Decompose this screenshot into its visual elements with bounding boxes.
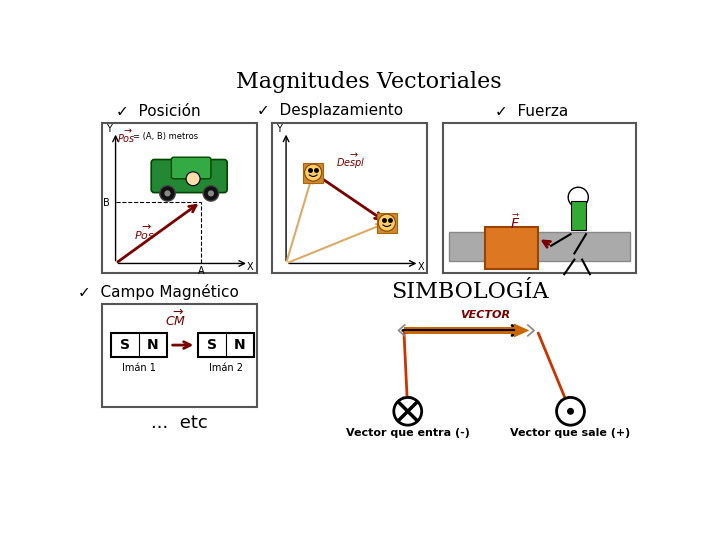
FancyBboxPatch shape (171, 157, 211, 179)
Text: X: X (418, 262, 424, 272)
Text: A: A (197, 266, 204, 276)
Bar (102, 303, 256, 408)
Bar (272, 123, 427, 273)
Text: ...  etc: ... etc (150, 414, 207, 432)
Text: SIMBOLOGÍA: SIMBOLOGÍA (391, 281, 549, 303)
Text: N: N (147, 338, 158, 352)
FancyBboxPatch shape (151, 159, 228, 193)
Text: ✓  Desplazamiento: ✓ Desplazamiento (257, 104, 403, 118)
Text: Vector que entra (-): Vector que entra (-) (346, 428, 469, 438)
Text: N: N (234, 338, 246, 352)
Bar (570, 201, 586, 231)
Bar (102, 123, 256, 273)
Circle shape (568, 187, 588, 207)
Text: VECTOR: VECTOR (460, 310, 510, 320)
Bar (449, 232, 630, 261)
Bar (404, 327, 516, 334)
Polygon shape (514, 323, 529, 338)
Text: Vector que sale (+): Vector que sale (+) (510, 428, 631, 438)
Text: Imán 1: Imán 1 (122, 363, 156, 373)
Text: ✓  Posición: ✓ Posición (116, 104, 200, 118)
Bar (485, 226, 538, 269)
Circle shape (203, 186, 219, 201)
Text: ✓  Fuerza: ✓ Fuerza (495, 104, 568, 118)
Text: $\overrightarrow{Pos}$: $\overrightarrow{Pos}$ (134, 224, 155, 242)
Text: ✓  Campo Magnético: ✓ Campo Magnético (78, 284, 238, 300)
Circle shape (305, 164, 322, 181)
Text: X: X (247, 262, 253, 272)
Bar (377, 213, 397, 233)
Circle shape (186, 172, 200, 186)
Text: $\vec{F}$: $\vec{F}$ (510, 213, 520, 232)
Text: S: S (120, 338, 130, 352)
Text: B: B (103, 198, 109, 208)
Text: = (A, B) metros: = (A, B) metros (132, 132, 198, 141)
Text: $\overrightarrow{Pos}$: $\overrightarrow{Pos}$ (117, 127, 136, 145)
Circle shape (394, 397, 422, 425)
Circle shape (557, 397, 585, 425)
Bar (111, 333, 167, 357)
Circle shape (208, 190, 214, 197)
Text: S: S (207, 338, 217, 352)
Circle shape (378, 214, 395, 231)
Circle shape (160, 186, 175, 201)
Bar (198, 333, 253, 357)
Circle shape (164, 190, 171, 197)
Text: $\overrightarrow{CM}$: $\overrightarrow{CM}$ (165, 309, 186, 329)
Text: Y: Y (276, 124, 282, 134)
Text: Y: Y (106, 124, 112, 134)
Bar (303, 163, 323, 183)
Circle shape (567, 408, 574, 415)
Text: Magnitudes Vectoriales: Magnitudes Vectoriales (236, 71, 502, 93)
Text: Imán 2: Imán 2 (209, 363, 243, 373)
Text: $\overrightarrow{Despl}$: $\overrightarrow{Despl}$ (336, 151, 366, 171)
